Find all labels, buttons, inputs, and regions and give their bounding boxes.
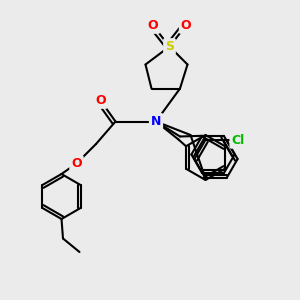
Text: N: N: [151, 115, 161, 128]
Text: S: S: [165, 40, 174, 53]
Text: O: O: [148, 19, 158, 32]
Text: Cl: Cl: [231, 134, 244, 147]
Text: O: O: [95, 94, 106, 107]
Text: N: N: [151, 115, 161, 128]
Text: O: O: [181, 19, 191, 32]
Text: O: O: [71, 157, 82, 170]
